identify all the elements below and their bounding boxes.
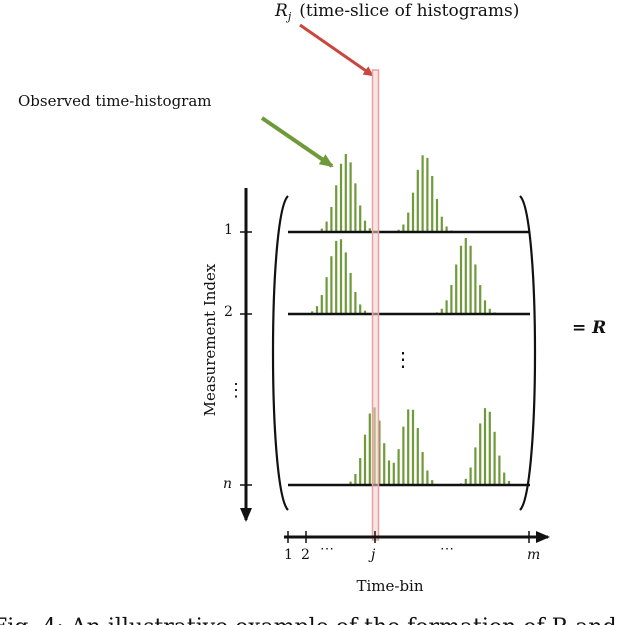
bin-tick-dots-2: ⋯ — [440, 541, 454, 557]
time-slice — [371, 69, 380, 541]
slice-arrow — [299, 23, 374, 77]
y-axis-label: Measurement Index — [201, 263, 219, 416]
row-tick-1: 1 — [224, 222, 233, 238]
histogram-row-1 — [320, 154, 453, 232]
histogram-row-2 — [311, 238, 496, 314]
equals-r: = R — [572, 318, 606, 338]
left-bracket — [271, 195, 289, 511]
row-tick-2: 2 — [224, 304, 233, 320]
row-tick-n: n — [223, 476, 232, 492]
caption: Fig. 4: An illustrative example of the f… — [0, 615, 617, 625]
x-axis-label: Time-bin — [356, 577, 423, 595]
bin-tick-m: m — [527, 547, 540, 563]
histogram-row-n — [349, 407, 511, 485]
observed-label: Observed time-histogram — [18, 92, 212, 110]
row-vdots: ⋮ — [393, 347, 413, 371]
row-tick-dots: ⋮ — [227, 380, 245, 401]
bin-tick-2: 2 — [301, 547, 310, 563]
slice-label: Rj (time-slice of histograms) — [274, 1, 519, 23]
bin-tick-dots-1: ⋯ — [320, 541, 334, 557]
bin-tick-j: j — [368, 547, 376, 563]
bin-tick-1: 1 — [284, 547, 293, 563]
observed-arrow — [260, 116, 334, 168]
right-bracket — [519, 195, 537, 511]
